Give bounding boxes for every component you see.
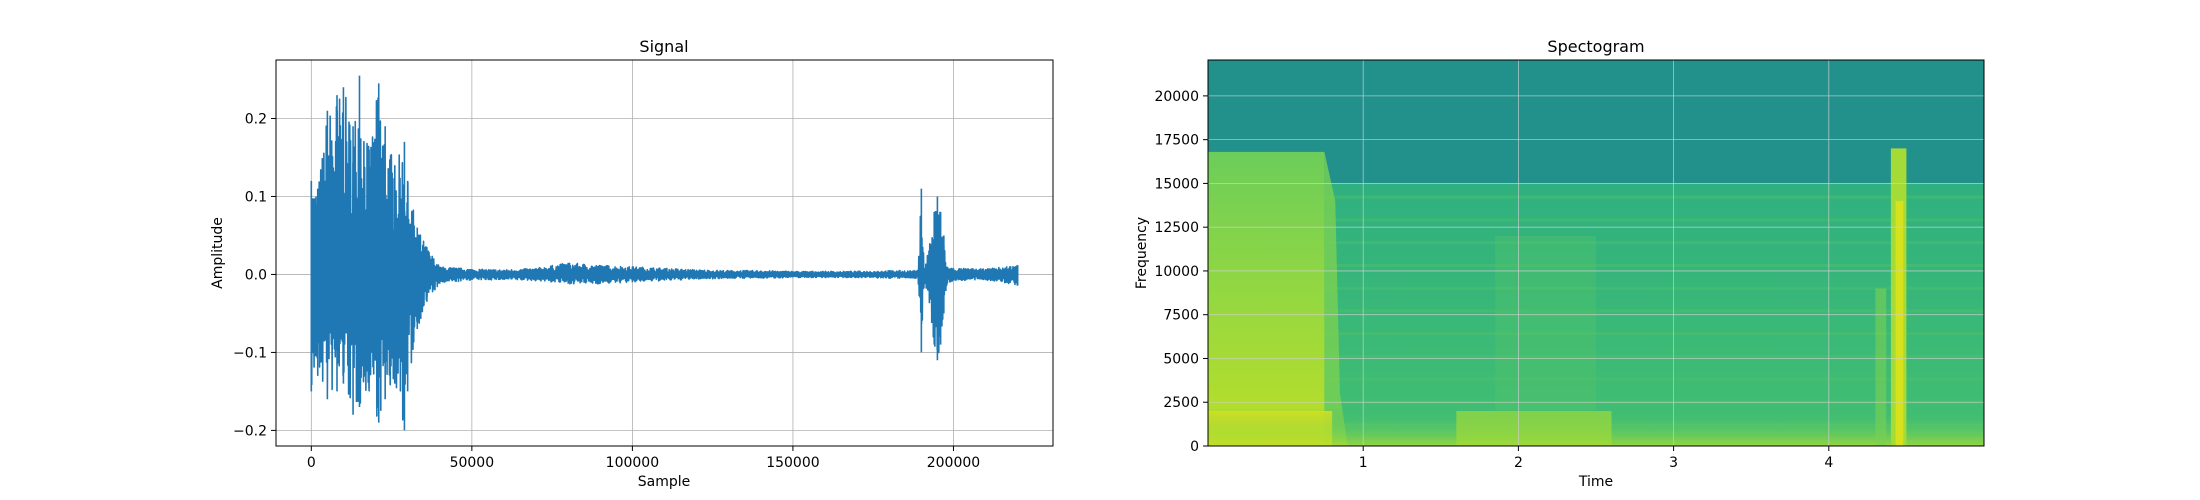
- y-tick-label: 0.0: [245, 267, 267, 283]
- y-tick-label: −0.1: [233, 345, 267, 361]
- x-tick-label: 200000: [927, 455, 980, 471]
- harmonic-stripe: [1208, 195, 1984, 199]
- y-tick-label: 0.1: [245, 189, 267, 205]
- harmonic-stripe: [1208, 286, 1984, 290]
- y-tick-label: 5000: [1163, 351, 1199, 367]
- y-tick-label: −0.2: [233, 423, 267, 439]
- harmonic-stripe: [1208, 263, 1984, 267]
- spectrogram-region: [1875, 288, 1887, 446]
- spectrogram-image: [1208, 60, 1984, 446]
- x-tick-label: 1: [1359, 455, 1368, 471]
- x-tick-label: 100000: [606, 455, 659, 471]
- spectrogram-region: [1495, 235, 1596, 411]
- y-tick-label: 20000: [1154, 89, 1199, 105]
- x-tick-label: 4: [1824, 455, 1833, 471]
- y-tick-label: 0.2: [245, 111, 267, 127]
- x-tick-label: 150000: [766, 455, 819, 471]
- signal-series: [310, 75, 1019, 431]
- harmonic-stripe: [1208, 218, 1984, 222]
- x-tick-label: 50000: [450, 455, 495, 471]
- spectrogram-region: [1324, 151, 1348, 446]
- harmonic-stripe: [1208, 241, 1984, 245]
- harmonic-stripe: [1208, 377, 1984, 381]
- x-axis-label: Sample: [638, 474, 691, 490]
- x-tick-label: 2: [1514, 455, 1523, 471]
- y-axis-ticks: −0.2 −0.1 0.0 0.1 0.2: [233, 111, 276, 439]
- spectrogram-chart: Spectogram 1 2 3 4 0 2500 5000 7500 10000 12500 1…: [1134, 37, 1985, 490]
- x-axis-label: Time: [1578, 474, 1613, 490]
- y-axis-label: Amplitude: [210, 217, 226, 289]
- y-tick-label: 15000: [1154, 176, 1199, 192]
- harmonic-stripe: [1208, 309, 1984, 313]
- x-tick-label: 0: [307, 455, 316, 471]
- y-tick-label: 17500: [1154, 133, 1199, 149]
- signal-chart: Signal 0 50000 100000 150000 200000 −0.2 −0.1…: [210, 37, 1054, 490]
- harmonic-stripe: [1208, 354, 1984, 358]
- spectrogram-region: [1895, 200, 1904, 446]
- y-tick-label: 7500: [1163, 308, 1199, 324]
- spectrogram-region: [1456, 410, 1612, 446]
- y-tick-label: 2500: [1163, 395, 1199, 411]
- signal-line: [310, 75, 1019, 431]
- plot-frame: [1207, 59, 1985, 447]
- chart-title: Signal: [639, 37, 688, 56]
- x-tick-label: 3: [1669, 455, 1678, 471]
- harmonic-stripe: [1208, 332, 1984, 336]
- y-tick-label: 10000: [1154, 264, 1199, 280]
- y-axis-label: Frequency: [1134, 217, 1150, 289]
- y-tick-label: 12500: [1154, 220, 1199, 236]
- y-axis-ticks: 0 2500 5000 7500 10000 12500 15000 17500 20000: [1154, 89, 1208, 455]
- chart-title: Spectogram: [1547, 37, 1644, 56]
- x-axis-ticks: 0 50000 100000 150000 200000: [307, 446, 980, 471]
- x-axis-ticks: 1 2 3 4: [1359, 446, 1833, 471]
- spectrogram-region: [1208, 151, 1325, 446]
- y-tick-label: 0: [1190, 439, 1199, 455]
- plot-frame: [275, 59, 1054, 447]
